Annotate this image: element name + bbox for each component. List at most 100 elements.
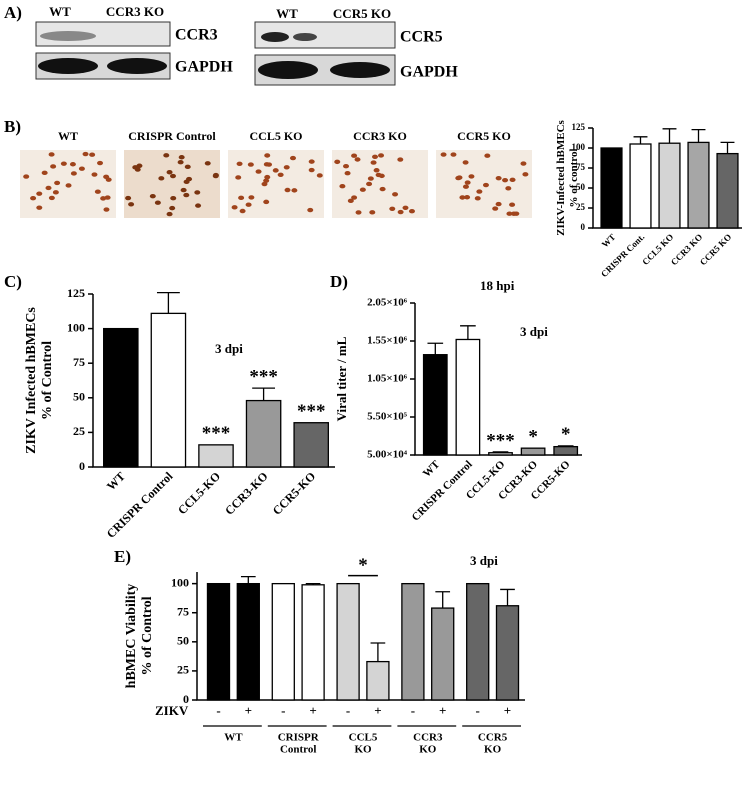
x-tick-label: CCR5-KO bbox=[270, 469, 319, 518]
x-tick-label: CCR5 KO bbox=[698, 232, 734, 268]
error-bar bbox=[633, 136, 648, 144]
x-tick-label: CCL5-KO bbox=[175, 469, 223, 517]
cell bbox=[238, 195, 245, 201]
bar bbox=[629, 143, 652, 229]
lane-label: CCR3 KO bbox=[106, 4, 164, 19]
panel-label: E) bbox=[114, 547, 131, 566]
cell bbox=[195, 203, 202, 208]
y-tick-label: 50 bbox=[576, 182, 586, 192]
bar bbox=[687, 141, 710, 229]
bar bbox=[495, 605, 520, 701]
cell bbox=[375, 172, 382, 178]
cell bbox=[134, 167, 141, 172]
bar bbox=[716, 152, 739, 229]
significance: *** bbox=[486, 430, 515, 451]
cell bbox=[125, 195, 132, 201]
cell bbox=[351, 153, 358, 158]
cell bbox=[462, 160, 469, 165]
bar bbox=[658, 142, 681, 229]
band-label: GAPDH bbox=[400, 64, 458, 81]
y-axis-label: % of Control bbox=[40, 341, 55, 420]
cell bbox=[506, 211, 513, 216]
micrograph-label: CRISPR Control bbox=[128, 129, 216, 143]
cell bbox=[450, 152, 457, 157]
y-tick-label: 25 bbox=[177, 663, 189, 677]
cell bbox=[50, 164, 57, 169]
y-tick-label: 100 bbox=[171, 575, 189, 589]
cell bbox=[94, 189, 101, 194]
cell bbox=[169, 173, 176, 179]
cell bbox=[495, 201, 502, 207]
cell bbox=[369, 210, 376, 215]
lane-label: CCR5 KO bbox=[333, 6, 391, 21]
cell bbox=[91, 172, 98, 177]
cell bbox=[344, 171, 351, 176]
x-axis-label: ZIKV bbox=[155, 703, 189, 718]
error-bar bbox=[691, 128, 706, 143]
error-bar bbox=[720, 141, 735, 154]
cell bbox=[128, 202, 135, 207]
cell bbox=[194, 190, 201, 195]
y-tick-label: 50 bbox=[177, 634, 189, 648]
legend-label: - bbox=[346, 703, 350, 718]
micrograph bbox=[228, 150, 324, 218]
cell bbox=[204, 161, 211, 166]
cell bbox=[459, 195, 466, 200]
lane-label: WT bbox=[49, 4, 71, 19]
cell bbox=[178, 155, 185, 160]
cell bbox=[354, 157, 361, 162]
y-axis-label: % of Control bbox=[140, 596, 155, 675]
error-bar bbox=[460, 325, 476, 340]
cell bbox=[184, 164, 191, 170]
significance: *** bbox=[202, 423, 231, 444]
y-tick-label: 100 bbox=[67, 320, 85, 334]
cell bbox=[266, 162, 273, 167]
band-label: CCR3 bbox=[175, 27, 218, 44]
cell bbox=[308, 167, 315, 173]
group-label: CRISPR bbox=[278, 732, 320, 744]
cell bbox=[65, 183, 72, 188]
note: 3 dpi bbox=[215, 341, 243, 356]
y-axis-label: Viral titer / mL bbox=[334, 336, 349, 421]
cell bbox=[373, 168, 380, 173]
bar bbox=[466, 582, 490, 701]
cell bbox=[158, 176, 165, 181]
cell bbox=[520, 161, 527, 166]
cell bbox=[351, 195, 358, 200]
group-label: Control bbox=[280, 744, 316, 756]
error-bar bbox=[662, 128, 677, 144]
cell bbox=[186, 176, 193, 182]
panel-label: C) bbox=[4, 272, 22, 291]
y-tick-label: 2.05×10⁶ bbox=[367, 297, 408, 309]
bar bbox=[245, 399, 282, 468]
cell bbox=[378, 153, 385, 158]
cell bbox=[48, 195, 55, 201]
cell bbox=[236, 161, 243, 166]
cell bbox=[169, 205, 176, 211]
cell bbox=[89, 152, 96, 157]
group-label: CCR3 bbox=[413, 732, 443, 744]
bar bbox=[336, 582, 360, 701]
significance: * bbox=[528, 427, 538, 448]
y-tick-label: 125 bbox=[572, 122, 586, 132]
bar bbox=[520, 447, 546, 456]
y-axis-label: ZIKV-Infected hBMECs bbox=[555, 119, 567, 235]
y-tick-label: 75 bbox=[177, 604, 189, 618]
error-bar bbox=[435, 591, 451, 609]
group-label: WT bbox=[224, 732, 243, 744]
bar bbox=[431, 607, 455, 701]
micrograph-label: CCL5 KO bbox=[249, 129, 302, 143]
cell bbox=[509, 202, 516, 207]
bar bbox=[206, 582, 231, 701]
cell bbox=[347, 198, 354, 204]
cell bbox=[277, 172, 284, 178]
cell bbox=[166, 211, 173, 217]
group-label: CCL5 bbox=[349, 732, 378, 744]
cell bbox=[36, 191, 43, 196]
cell bbox=[177, 160, 184, 165]
cell bbox=[505, 186, 512, 191]
micrograph bbox=[332, 150, 428, 218]
cell bbox=[291, 188, 298, 193]
cell bbox=[180, 187, 187, 193]
